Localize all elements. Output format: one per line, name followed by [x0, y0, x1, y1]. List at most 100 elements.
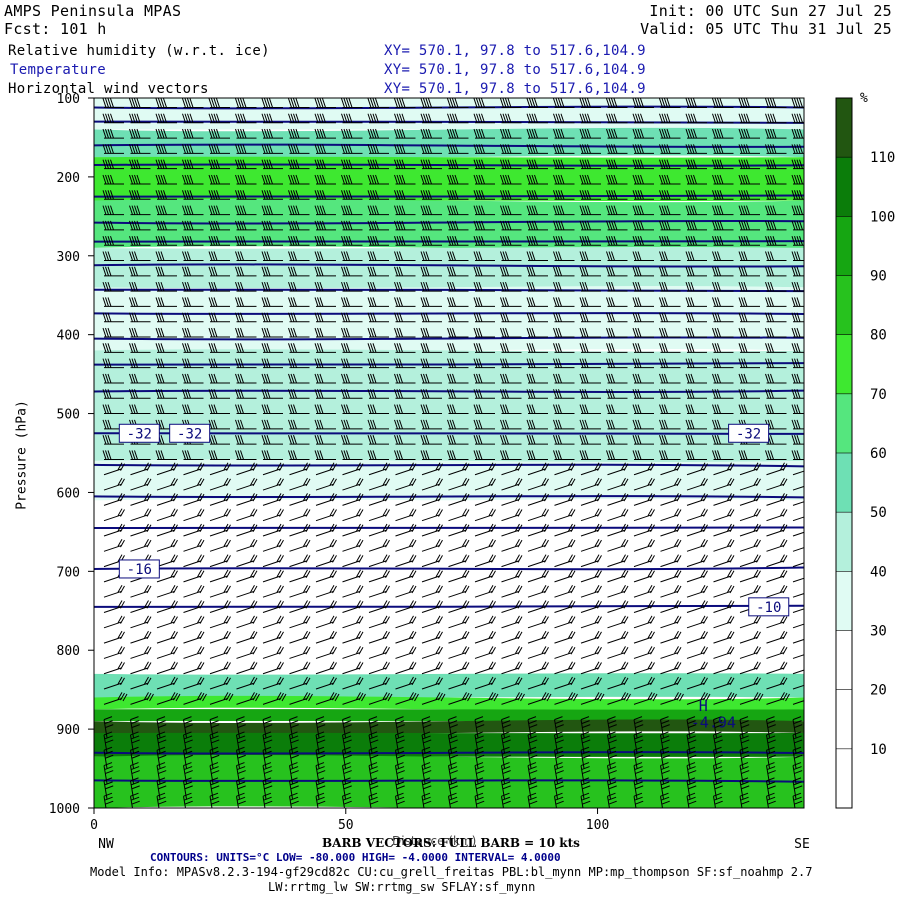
y-tick-label: 1000	[49, 802, 80, 817]
wind-barb	[315, 746, 326, 769]
wind-barb	[129, 450, 151, 460]
colorbar-swatch	[836, 393, 852, 453]
wind-barb	[155, 404, 177, 415]
wind-barb	[606, 220, 628, 231]
wind-barb	[659, 236, 681, 246]
wind-barb	[288, 343, 310, 353]
wind-barb	[553, 144, 575, 154]
wind-barb	[421, 777, 432, 799]
wind-barb	[660, 462, 682, 476]
rh-band	[94, 247, 804, 289]
wind-barb	[712, 220, 734, 231]
wind-barb	[367, 266, 389, 277]
wind-barb	[448, 630, 470, 644]
wind-barb	[606, 419, 628, 430]
wind-barb	[288, 159, 310, 170]
colorbar-swatch	[836, 157, 852, 217]
wind-barb	[420, 312, 442, 323]
wind-barb	[526, 435, 548, 445]
wind-barb	[314, 205, 336, 216]
wind-barb	[102, 389, 124, 399]
wind-barb	[155, 113, 177, 124]
wind-barb	[685, 373, 707, 384]
wind-barb	[447, 389, 469, 399]
wind-barb	[182, 128, 204, 139]
wind-barb	[209, 762, 220, 784]
wind-barb	[791, 389, 804, 399]
wind-barb	[473, 159, 495, 170]
wind-barb	[632, 297, 654, 307]
wind-barb	[182, 236, 204, 246]
wind-barb	[632, 373, 654, 384]
wind-barb	[182, 98, 204, 108]
wind-barb	[501, 716, 511, 738]
wind-barb	[421, 584, 443, 598]
wind-barb	[208, 404, 230, 415]
wind-barb	[288, 266, 310, 277]
contour-label: -32	[177, 426, 202, 442]
wind-barb	[738, 327, 760, 338]
wind-barb	[633, 615, 655, 629]
wind-barb	[474, 630, 496, 644]
wind-barb	[473, 404, 495, 415]
wind-barb	[367, 205, 389, 216]
wind-barb	[527, 615, 549, 629]
wind-barb	[182, 373, 204, 384]
wind-barb	[580, 462, 602, 476]
wind-barb	[261, 297, 283, 307]
wind-barb	[395, 539, 417, 552]
wind-barb	[766, 792, 776, 808]
wind-barb	[686, 777, 697, 799]
wind-barb	[395, 493, 417, 506]
wind-barb	[102, 174, 124, 185]
wind-barb	[130, 661, 152, 675]
wind-barb	[130, 676, 152, 690]
colorbar-swatch	[836, 689, 852, 749]
contour-info: CONTOURS: UNITS=°C LOW= -80.000 HIGH= -4…	[150, 851, 561, 864]
wind-barb	[182, 220, 204, 231]
wind-barb	[474, 584, 496, 598]
wind-barb	[660, 493, 682, 506]
wind-barb	[712, 251, 734, 262]
colorbar-tick-label: 10	[870, 742, 887, 758]
wind-barb	[712, 190, 734, 200]
wind-barb	[474, 477, 496, 491]
wind-barb	[739, 523, 761, 537]
wind-barb	[792, 762, 803, 784]
wind-barb	[208, 297, 230, 307]
wind-barb	[792, 501, 804, 506]
wind-barb	[474, 777, 485, 799]
wind-barb	[633, 584, 655, 598]
wind-barb	[394, 159, 416, 170]
wind-barb	[289, 523, 311, 537]
wind-barb	[130, 716, 140, 738]
wind-barb	[341, 389, 363, 399]
wind-barb	[262, 731, 273, 754]
wind-barb	[315, 508, 337, 522]
wind-barb	[129, 327, 151, 338]
wind-barb	[288, 205, 310, 216]
wind-barb	[261, 174, 283, 185]
wind-barb	[129, 220, 151, 231]
wind-barb	[606, 251, 628, 262]
wind-barb	[765, 266, 787, 277]
wind-barb	[289, 661, 311, 675]
wind-barb	[183, 523, 205, 537]
wind-barb	[448, 539, 470, 552]
wind-barb	[580, 731, 591, 754]
wind-barb	[501, 569, 523, 583]
wind-barb	[314, 220, 336, 231]
wind-barb	[156, 477, 178, 491]
wind-barb	[660, 777, 670, 799]
wind-barb	[579, 159, 601, 170]
wind-barb	[554, 676, 576, 690]
wind-barb	[368, 676, 390, 690]
wind-barb	[632, 266, 654, 277]
wind-barb	[129, 343, 151, 353]
wind-barb	[712, 98, 734, 108]
wind-barb	[659, 266, 681, 277]
wind-barb	[579, 113, 601, 124]
wind-barb	[182, 404, 204, 415]
wind-barb	[315, 792, 326, 808]
wind-barb	[500, 236, 522, 246]
